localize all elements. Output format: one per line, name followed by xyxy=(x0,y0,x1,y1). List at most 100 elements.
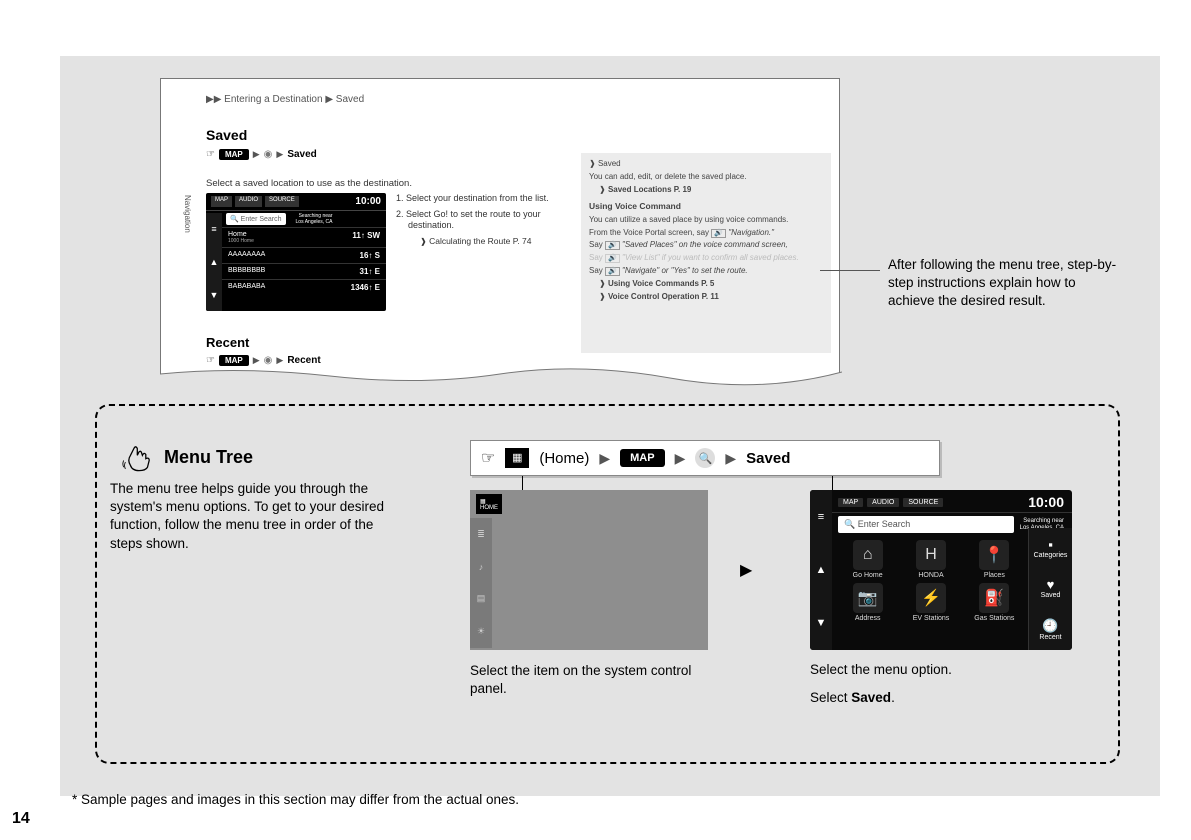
sys-panel-caption: Select the item on the system control pa… xyxy=(470,662,710,698)
nav-cell-gas: ⛽Gas Stations xyxy=(965,583,1024,622)
clock-icon: 🕘 xyxy=(1039,618,1061,634)
nav-cell-ev: ⚡EV Stations xyxy=(901,583,960,622)
arrow-icon: ▶ xyxy=(276,149,283,160)
pin-icon: 📍 xyxy=(979,540,1009,570)
home-button-icon xyxy=(505,448,529,468)
up-icon: ▲ xyxy=(816,564,827,576)
crumb-saved: Saved xyxy=(287,149,316,160)
search-icon: ◉ xyxy=(264,149,273,160)
voice-icon: 🔊 xyxy=(605,254,620,263)
down-icon: ▼ xyxy=(816,617,827,629)
book-icon: ❱ xyxy=(599,292,606,301)
hand-icon: ☞ xyxy=(206,149,215,160)
down-icon: ▼ xyxy=(210,290,219,300)
nav-caption-2: Select Saved. xyxy=(810,690,895,705)
hand-icon: ☞ xyxy=(206,355,215,366)
hand-icon: ☞ xyxy=(481,448,495,468)
arrow-icon: ▶ xyxy=(276,355,283,366)
honda-icon: H xyxy=(916,540,946,570)
categories-icon: ▪ xyxy=(1034,537,1068,552)
arrow-icon: ▶ xyxy=(253,149,260,160)
arrow-icon: ▶ xyxy=(253,355,260,366)
nav-cell-go-home: ⌂Go Home xyxy=(838,540,897,579)
saved-row: BABABABA1346↑ E xyxy=(206,279,386,295)
tab-source: SOURCE xyxy=(265,196,299,207)
home-icon: ⌂ xyxy=(853,540,883,570)
arrow-icon: ▶ xyxy=(675,450,686,467)
recent-item: 🕘Recent xyxy=(1039,618,1061,641)
recent-menutree-crumb: ☞ MAP ▶ ◉ ▶ Recent xyxy=(206,355,321,366)
select-saved-text: Select a saved location to use as the de… xyxy=(206,178,412,189)
book-icon: ❱ xyxy=(589,159,596,168)
arrow-icon: ▶ xyxy=(725,450,736,467)
grid-icon: ▤ xyxy=(477,593,486,604)
callout-line xyxy=(820,270,880,271)
page-number: 14 xyxy=(12,810,30,828)
categories-item: ▪Categories xyxy=(1034,537,1068,559)
map-badge: MAP xyxy=(620,449,664,467)
bars-icon: ≣ xyxy=(477,529,485,540)
search-field: 🔍 Enter Search xyxy=(838,516,1014,533)
menu-tree-header: Menu Tree xyxy=(122,440,253,474)
saved-row: BBBBBBBB31↑ E xyxy=(206,263,386,279)
crumb-saved: Saved xyxy=(746,450,790,467)
search-near: Searching nearLos Angeles, CA xyxy=(291,213,338,225)
saved-item: ♥Saved xyxy=(1041,577,1061,599)
hand-pointing-icon xyxy=(122,440,156,474)
voice-icon: 🔊 xyxy=(605,241,620,250)
side-tab-label: Navigation xyxy=(183,195,192,233)
tab-audio: AUDIO xyxy=(867,498,899,507)
nav-cell-honda: HHONDA xyxy=(901,540,960,579)
search-icon: 🔍 xyxy=(695,448,715,468)
saved-row: Home1000 Home 11↑ SW xyxy=(206,227,386,247)
nav-right-sidebar: ▪Categories ♥Saved 🕘Recent xyxy=(1028,528,1072,650)
book-icon: ❱ xyxy=(599,185,606,194)
up-icon: ▲ xyxy=(210,257,219,267)
arrow-icon: ▶ xyxy=(740,560,752,580)
torn-edge xyxy=(160,366,842,388)
step-instructions: 1. Select your destination from the list… xyxy=(396,193,566,251)
home-label: (Home) xyxy=(539,450,589,467)
footnote: * Sample pages and images in this sectio… xyxy=(72,792,519,807)
tab-audio: AUDIO xyxy=(235,196,262,207)
menu-icon: ≡ xyxy=(818,511,824,523)
clock: 10:00 xyxy=(1028,494,1064,510)
tab-map: MAP xyxy=(838,498,863,507)
menu-tree-breadcrumb-bar: ☞ (Home) ▶ MAP ▶ 🔍 ▶ Saved xyxy=(470,440,940,476)
book-icon: ❱ xyxy=(599,279,606,288)
clock: 10:00 xyxy=(355,196,381,207)
mini-nav-sidebar: ≡ ▲ ▼ xyxy=(206,213,222,311)
nav-unit-screenshot: ≡ ▲ ▼ MAP AUDIO SOURCE 10:00 🔍 Enter Sea… xyxy=(810,490,1072,650)
sample-page-panel: ▶▶ Entering a Destination ▶ Saved Saved … xyxy=(160,78,840,388)
home-tile-icon: ▦HOME xyxy=(476,494,502,514)
nav-cell-address: 📷Address xyxy=(838,583,897,622)
menu-tree-body: The menu tree helps guide you through th… xyxy=(110,480,390,553)
step-2: 2. Select Go! to set the route to your d… xyxy=(396,209,566,232)
callout-text: After following the menu tree, step-by-s… xyxy=(888,256,1118,311)
breadcrumb-top: ▶▶ Entering a Destination ▶ Saved xyxy=(206,94,364,105)
gas-icon: ⛽ xyxy=(979,583,1009,613)
ev-icon: ⚡ xyxy=(916,583,946,613)
voice-icon: 🔊 xyxy=(605,267,620,276)
address-icon: 📷 xyxy=(853,583,883,613)
saved-heading: Saved xyxy=(206,127,247,143)
menu-tree-title: Menu Tree xyxy=(164,447,253,468)
step-2-sub: ❱ Calculating the Route P. 74 xyxy=(396,236,566,247)
book-icon: ❱ xyxy=(420,237,427,246)
saved-row: AAAAAAAA16↑ S xyxy=(206,247,386,263)
crumb-recent: Recent xyxy=(287,355,320,366)
nav-left-sidebar: ≡ ▲ ▼ xyxy=(810,490,832,650)
step-1: 1. Select your destination from the list… xyxy=(396,193,566,205)
side-icons: ≣ ♪ ▤ ☀ xyxy=(470,518,492,648)
map-badge: MAP xyxy=(219,149,249,160)
voice-icon: 🔊 xyxy=(711,229,726,238)
map-badge: MAP xyxy=(219,355,249,366)
nav-caption-1: Select the menu option. xyxy=(810,662,952,677)
saved-menutree-crumb: ☞ MAP ▶ ◉ ▶ Saved xyxy=(206,149,317,160)
tab-map: MAP xyxy=(211,196,232,207)
heart-icon: ♥ xyxy=(1041,577,1061,592)
system-control-panel-screenshot: ▦HOME ≣ ♪ ▤ ☀ xyxy=(470,490,708,650)
wave-icon: ♪ xyxy=(479,562,484,572)
arrow-icon: ▶ xyxy=(599,450,610,467)
tab-source: SOURCE xyxy=(903,498,943,507)
